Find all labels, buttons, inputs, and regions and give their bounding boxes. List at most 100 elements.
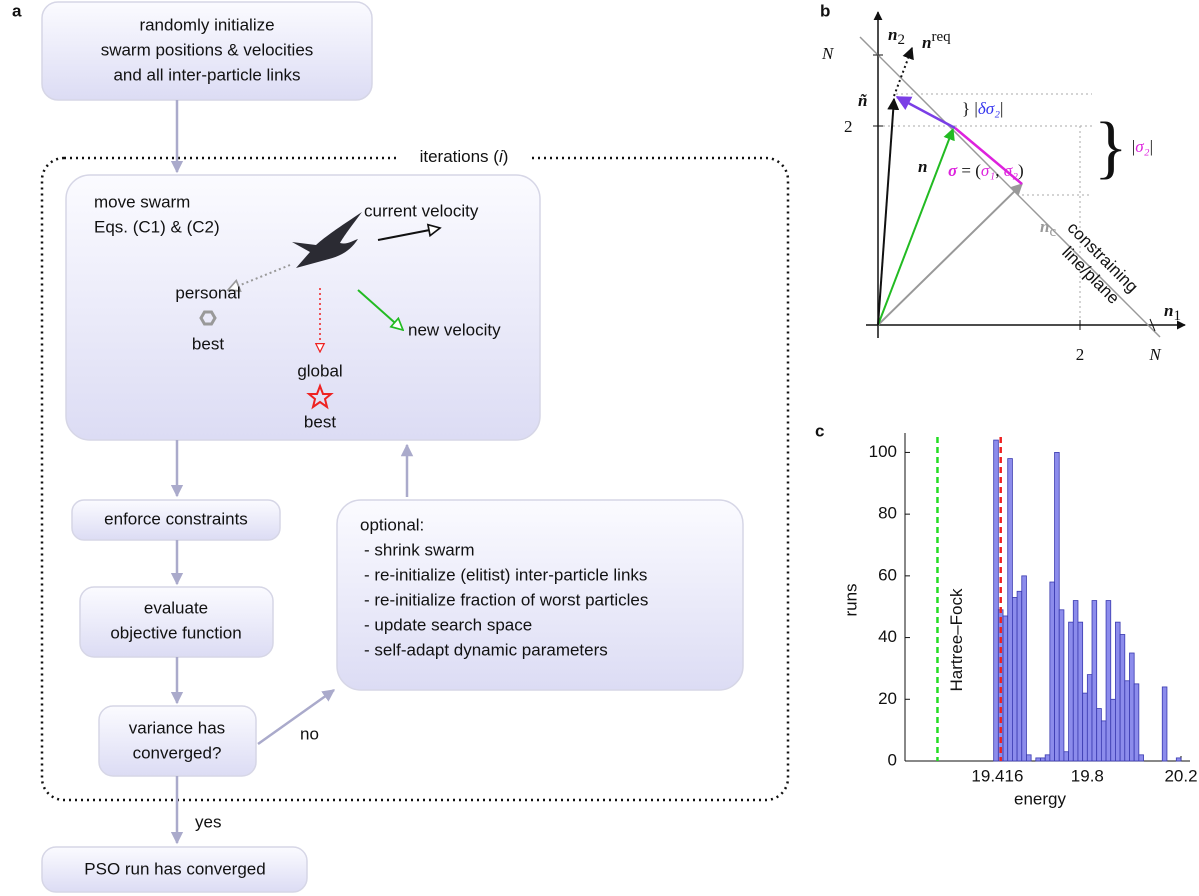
box-text: move swarm [94,192,190,211]
global-label: global [297,361,342,380]
sigma-label-part: | [1000,99,1003,118]
global-label: best [304,412,336,431]
loop-label: iterations (i) [420,147,509,166]
vector-label-part: n [1040,217,1049,236]
bar [1115,622,1120,761]
y-tick-label: 80 [878,504,897,523]
box-text: evaluate [144,598,208,617]
bar [1106,601,1111,761]
box-text: and all inter-particle links [113,65,300,84]
panel-label: b [820,1,830,20]
y-tick-label: 40 [878,627,897,646]
axis-label: n2 [888,25,905,48]
box-text: variance has [129,718,225,737]
x-tick-label: 20.2 [1164,766,1197,785]
sigma-label: } |δσ₂| [962,99,1003,118]
bar [1003,616,1008,761]
personal-label: personal [175,283,240,302]
sigma-label-part: ) [1018,161,1024,180]
box-text: objective function [110,623,241,642]
sigma-label-part: | [1128,137,1136,156]
vector-label: n [918,157,927,176]
axis-label-part: n [888,25,897,44]
bar [1162,687,1167,761]
loop-label-part: iterations ( [420,147,500,166]
sigma-label-part: δσ₂ [978,99,1000,118]
box-text: - re-initialize (elitist) inter-particle… [364,565,647,584]
y-tick-label: 20 [878,689,897,708]
bar [1026,755,1031,761]
tick-label: 2 [1076,345,1085,364]
branch-label: no [300,724,319,743]
y-tick-label: 0 [888,750,897,769]
bar [1125,681,1130,761]
box-text: - re-initialize fraction of worst partic… [364,590,648,609]
bar [1134,684,1139,761]
box-text: optional: [360,515,424,534]
tick-label: N [821,44,835,63]
sigma-label-part: } [962,99,970,118]
vector-nc [878,184,1022,325]
bar [1139,755,1144,761]
figure: a randomly initialize swarm positions & ve… [0,0,1199,896]
axis-label-part: 2 [897,32,905,48]
bar [1120,634,1125,761]
sigma-label-part: σ₂ [1004,161,1018,180]
reference-label: Hartree–Fock [947,588,966,691]
panel-label: a [12,1,22,20]
bar [1092,601,1097,761]
axis-label-part: n [1164,301,1173,320]
vector-label: ñ [858,91,867,110]
sigma-label-part: , [995,161,1004,180]
axis-label-part: 1 [1173,308,1181,324]
panel-label: c [815,421,824,440]
box-text: swarm positions & velocities [101,40,314,59]
bar [1101,721,1106,761]
vector-label: nreq [922,29,951,51]
bar [1036,758,1041,761]
bar [1045,755,1050,761]
sigma-label-part: = ( [957,161,981,180]
box-text: - shrink swarm [364,540,475,559]
sigma-label-part: σ₁ [981,161,995,180]
box-text: - self-adapt dynamic parameters [364,640,608,659]
axis-label: n1 [1164,301,1181,324]
bar [1017,591,1022,761]
y-tick-label: 100 [869,442,897,461]
tick-label: N [1148,345,1162,364]
bar [1129,653,1134,761]
bar [1012,597,1017,761]
bar [1176,758,1181,761]
bar [1069,622,1074,761]
bar [1111,699,1116,761]
box-text: converged? [133,743,222,762]
velocity-label: current velocity [364,201,479,220]
bar [1083,693,1088,761]
bar [1041,758,1046,761]
vector-label: nc [1040,217,1056,240]
bar [1055,452,1060,761]
bar [1097,709,1102,761]
sigma-label-part: σ₂ [1135,137,1149,156]
bar [1008,459,1013,761]
box-text: randomly initialize [139,15,274,34]
y-axis-label: runs [841,583,860,616]
sigma-label: } |σ₂| [1094,109,1153,186]
x-tick-label: 19.416 [971,766,1023,785]
tick-label: 2 [844,117,853,136]
personal-label: best [192,334,224,353]
x-axis-label: energy [1014,789,1066,808]
sigma-label-part: | [970,99,978,118]
branch-label: yes [195,812,221,831]
sigma-label-part: | [1150,137,1153,156]
bar [1087,675,1092,761]
vector-label-part: req [931,29,951,45]
box-text: enforce constraints [104,509,248,528]
y-tick-label: 60 [878,565,897,584]
bar [994,440,999,761]
vector-label-part: c [1049,224,1056,240]
box-text: Eqs. (C1) & (C2) [94,217,220,236]
bar [1022,576,1027,761]
bar [1064,752,1069,761]
x-tick-label: 19.8 [1071,766,1104,785]
